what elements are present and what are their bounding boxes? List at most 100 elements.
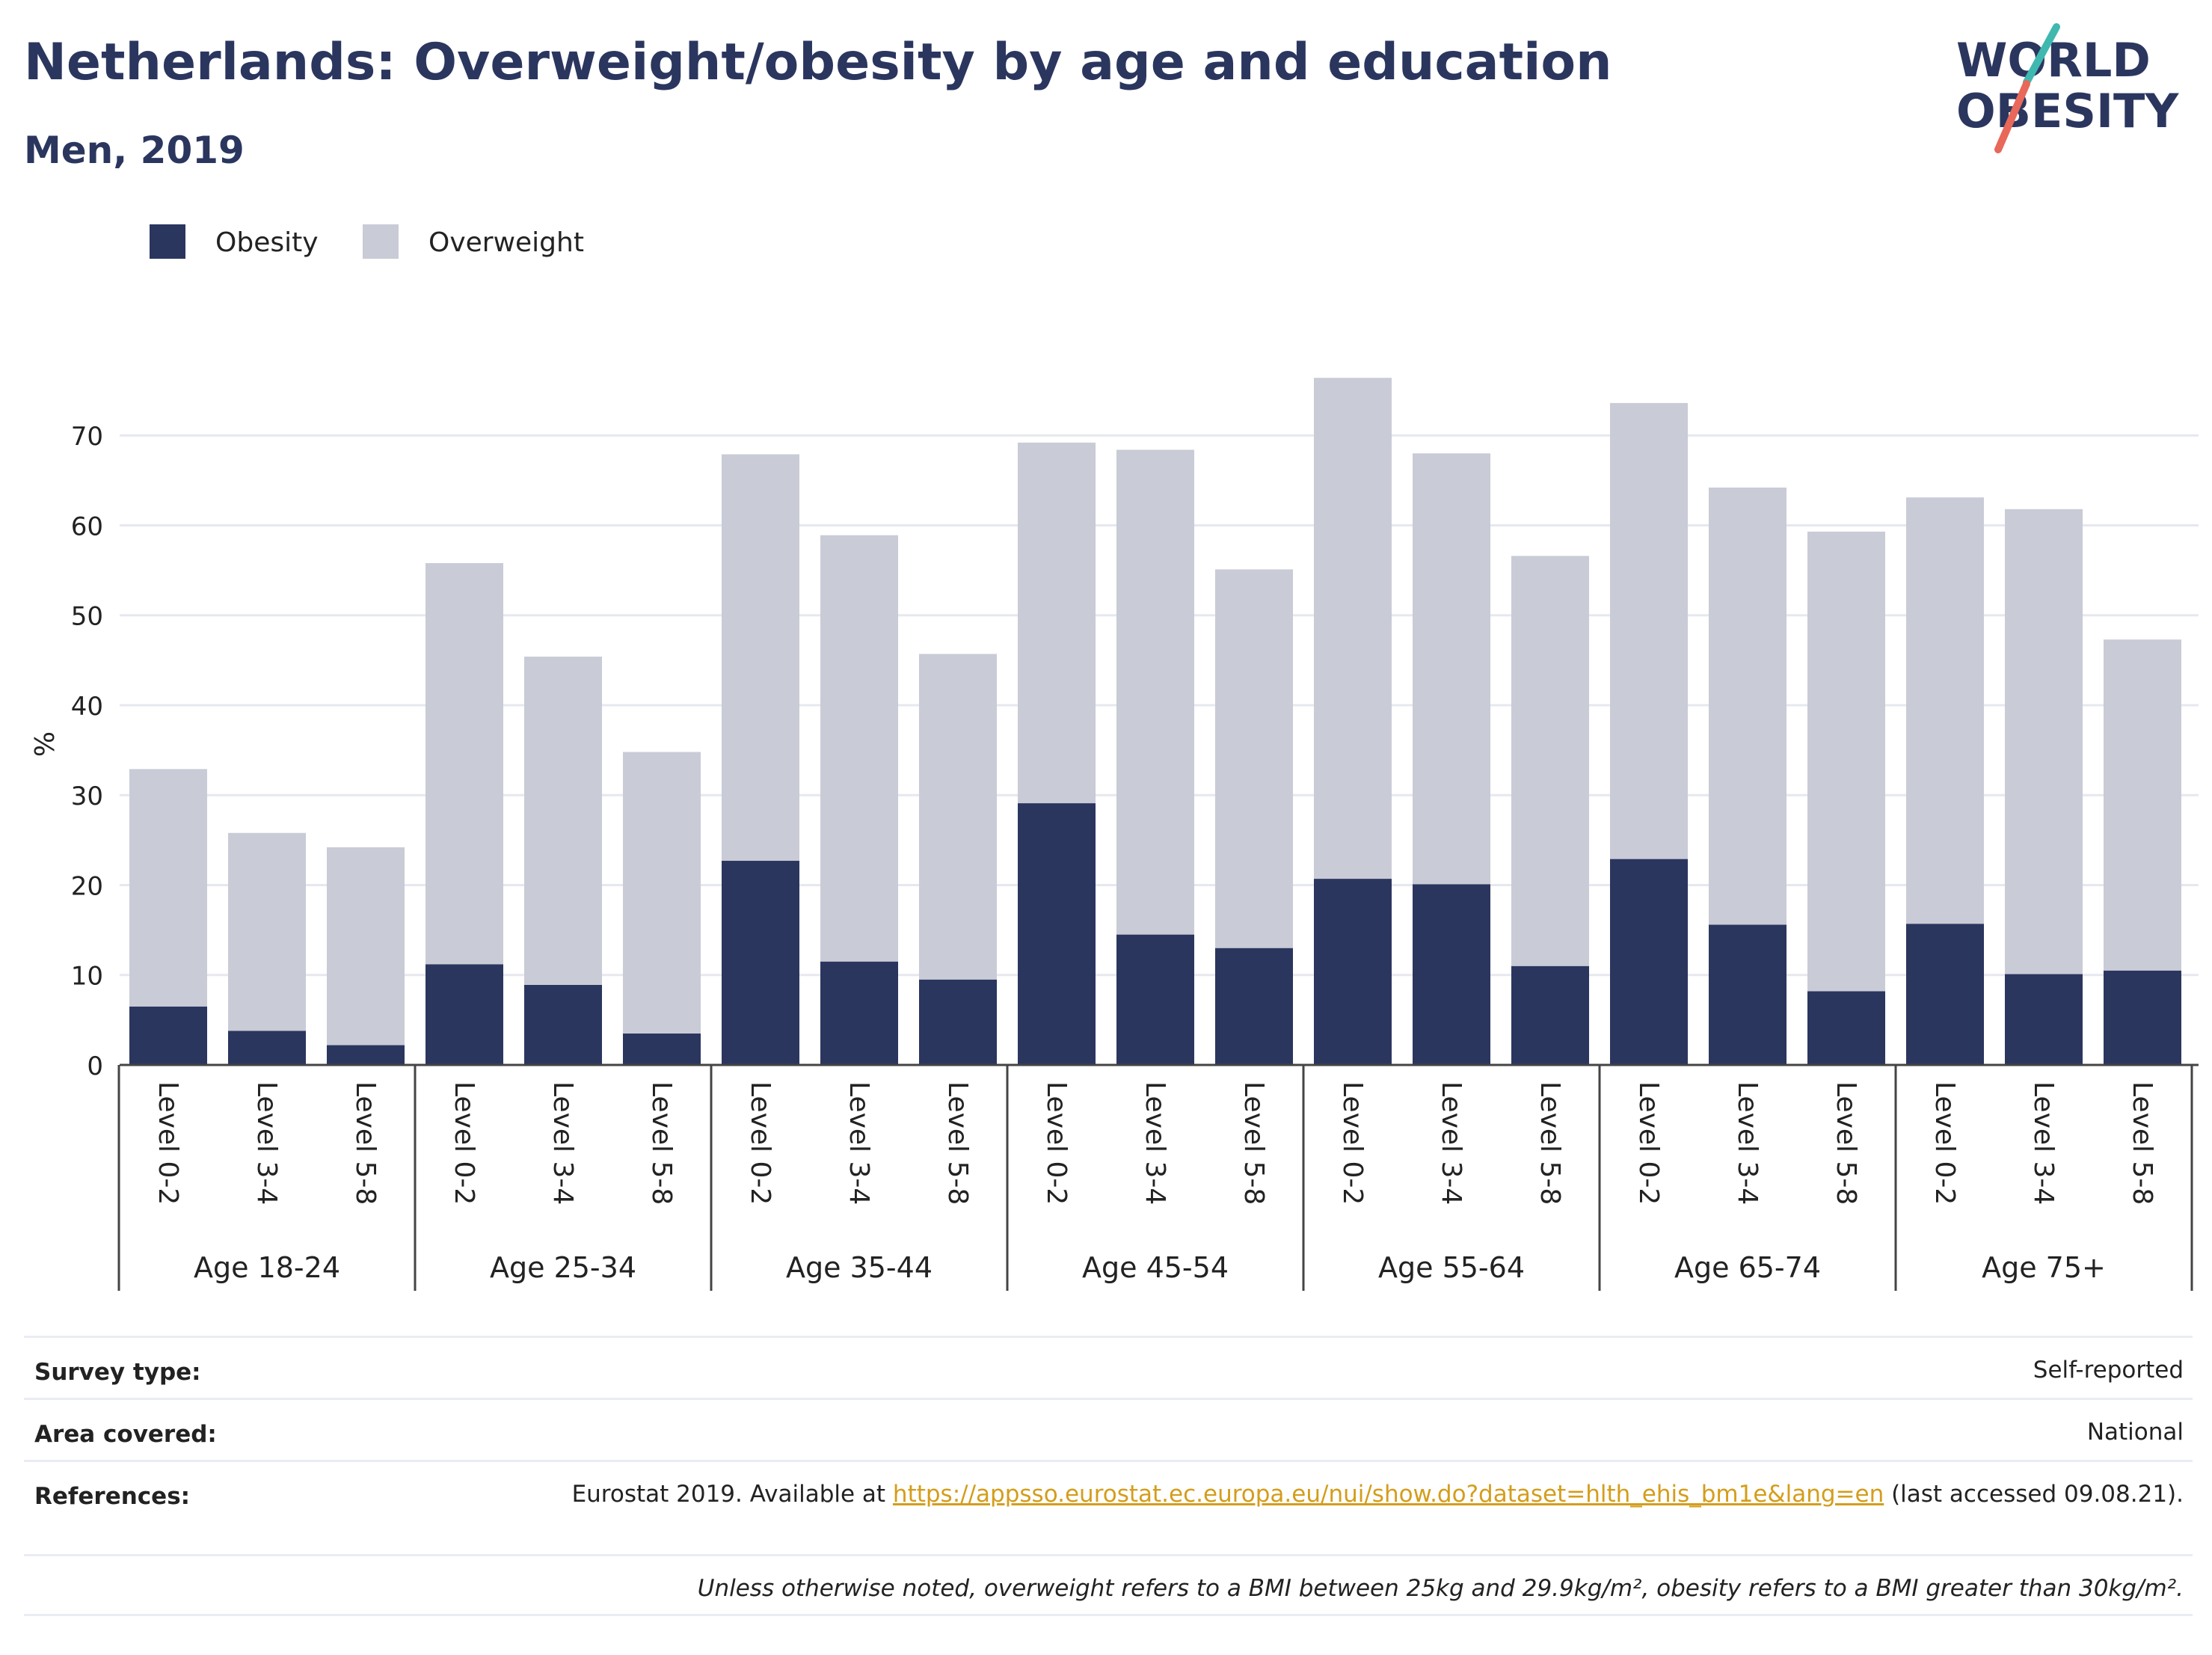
x-tick-label: Level 5-8 <box>646 1081 677 1205</box>
y-axis: 0 10 20 30 40 50 60 70% <box>30 422 103 1081</box>
bar-overweight <box>1413 453 1490 885</box>
bar-obesity <box>820 961 898 1065</box>
x-tick-label: Level 3-4 <box>1436 1081 1466 1205</box>
bar-obesity <box>1018 803 1096 1065</box>
bar-overweight <box>524 657 602 985</box>
x-tick-label: Level 5-8 <box>1534 1081 1565 1205</box>
x-tick-label: Level 3-4 <box>1140 1081 1170 1205</box>
bar-obesity <box>919 979 997 1065</box>
bar-overweight <box>228 832 306 1031</box>
age-group-label: Age 25-34 <box>490 1251 636 1284</box>
y-tick-label: 40 <box>71 692 103 722</box>
y-tick-label: 50 <box>71 602 103 632</box>
bar-obesity <box>228 1031 306 1065</box>
references-prefix: Eurostat 2019. Available at <box>571 1481 893 1508</box>
bar-obesity <box>2104 970 2181 1065</box>
chart-legend: Obesity Overweight <box>150 224 584 259</box>
area-covered-value: National <box>2086 1419 2184 1446</box>
bar-overweight <box>1709 487 1787 925</box>
x-tick-label: Level 3-4 <box>844 1081 874 1205</box>
area-covered-label: Area covered: <box>34 1421 217 1448</box>
x-tick-label: Level 0-2 <box>1041 1081 1072 1205</box>
y-axis-label: % <box>30 731 61 757</box>
bar-obesity <box>425 964 503 1065</box>
logo-line1: WORLD <box>1956 33 2151 87</box>
x-tick-label: Level 5-8 <box>350 1081 381 1205</box>
survey-type-value: Self-reported <box>2033 1357 2184 1384</box>
bar-overweight <box>1018 442 1096 804</box>
bar-obesity <box>1906 924 1984 1065</box>
bar-overweight <box>327 847 405 1045</box>
y-tick-label: 0 <box>87 1051 103 1081</box>
x-tick-label: Level 0-2 <box>1337 1081 1368 1205</box>
bar-overweight <box>1511 556 1589 966</box>
legend-swatch-obesity <box>150 224 185 259</box>
x-tick-label: Level 5-8 <box>1238 1081 1269 1205</box>
bar-overweight <box>1906 497 1984 924</box>
age-group-label: Age 75+ <box>1982 1251 2106 1284</box>
bar-overweight <box>1215 569 1293 948</box>
legend-label-overweight: Overweight <box>428 227 584 258</box>
bar-overweight <box>425 562 503 965</box>
y-tick-label: 20 <box>71 871 103 901</box>
y-tick-label: 10 <box>71 962 103 992</box>
x-tick-label: Level 0-2 <box>449 1081 479 1205</box>
logo-slash-top <box>2023 23 2060 86</box>
stacked-bar-chart: Obesity Overweight 0 10 20 30 40 50 60 70% Level… <box>30 224 2199 1291</box>
references-link[interactable]: https://appsso.eurostat.ec.europa.eu/nui… <box>892 1481 1884 1508</box>
age-group-label: Age 35-44 <box>786 1251 933 1284</box>
legend-label-obesity: Obesity <box>215 227 319 258</box>
y-tick-label: 60 <box>71 512 103 541</box>
legend-swatch-overweight <box>363 224 399 259</box>
survey-type-row: Survey type: Self-reported <box>24 1336 2193 1398</box>
area-covered-row: Area covered: National <box>24 1398 2193 1460</box>
references-value: Eurostat 2019. Available at https://apps… <box>572 1479 2184 1510</box>
bar-overweight <box>722 454 799 862</box>
chart-title: Netherlands: Overweight/obesity by age a… <box>24 33 1612 92</box>
logo-slash-bottom <box>1994 80 2030 153</box>
definition-note: Unless otherwise noted, overweight refer… <box>697 1575 2184 1602</box>
bar-obesity <box>722 861 799 1065</box>
bar-obesity <box>2005 974 2083 1065</box>
bar-overweight <box>919 654 997 980</box>
bar-obesity <box>1709 924 1787 1065</box>
bar-obesity <box>1314 879 1392 1065</box>
info-table: Survey type: Self-reported Area covered:… <box>24 1336 2193 1616</box>
age-group-label: Age 65-74 <box>1674 1251 1821 1284</box>
bars <box>129 378 2181 1065</box>
bar-overweight <box>2005 509 2083 974</box>
bar-obesity <box>1511 965 1589 1065</box>
bar-obesity <box>327 1045 405 1065</box>
chart-subtitle: Men, 2019 <box>24 129 245 172</box>
bar-overweight <box>820 535 898 962</box>
definition-note-row: Unless otherwise noted, overweight refer… <box>24 1554 2193 1616</box>
survey-type-label: Survey type: <box>34 1359 201 1386</box>
x-tick-label: Level 5-8 <box>942 1081 973 1205</box>
x-tick-label: Level 5-8 <box>1831 1081 1861 1205</box>
bar-obesity <box>1215 948 1293 1065</box>
x-tick-label: Level 3-4 <box>2028 1081 2059 1205</box>
world-obesity-logo: WORLD OBESITY <box>1956 23 2179 153</box>
x-tick-label: Level 0-2 <box>1633 1081 1664 1205</box>
bar-overweight <box>2104 639 2181 971</box>
bar-overweight <box>1807 531 1885 992</box>
references-label: References: <box>34 1483 191 1510</box>
bar-overweight <box>129 769 207 1007</box>
x-tick-label: Level 0-2 <box>1929 1081 1960 1205</box>
bar-overweight <box>1314 378 1392 879</box>
y-tick-label: 30 <box>71 782 103 811</box>
x-tick-label: Level 3-4 <box>251 1081 282 1205</box>
bar-overweight <box>623 752 701 1034</box>
age-group-label: Age 18-24 <box>194 1251 340 1284</box>
logo-line2: OBESITY <box>1956 84 2179 138</box>
x-tick-label: Level 3-4 <box>1732 1081 1763 1205</box>
references-suffix: (last accessed 09.08.21). <box>1884 1481 2184 1508</box>
bar-obesity <box>129 1006 207 1065</box>
x-tick-label: Level 3-4 <box>547 1081 578 1205</box>
bar-overweight <box>1116 449 1194 935</box>
bar-overweight <box>1610 402 1688 859</box>
y-tick-label: 70 <box>71 422 103 452</box>
x-tick-label: Level 5-8 <box>2127 1081 2157 1205</box>
bar-obesity <box>1116 934 1194 1065</box>
x-tick-label: Level 0-2 <box>153 1081 183 1205</box>
